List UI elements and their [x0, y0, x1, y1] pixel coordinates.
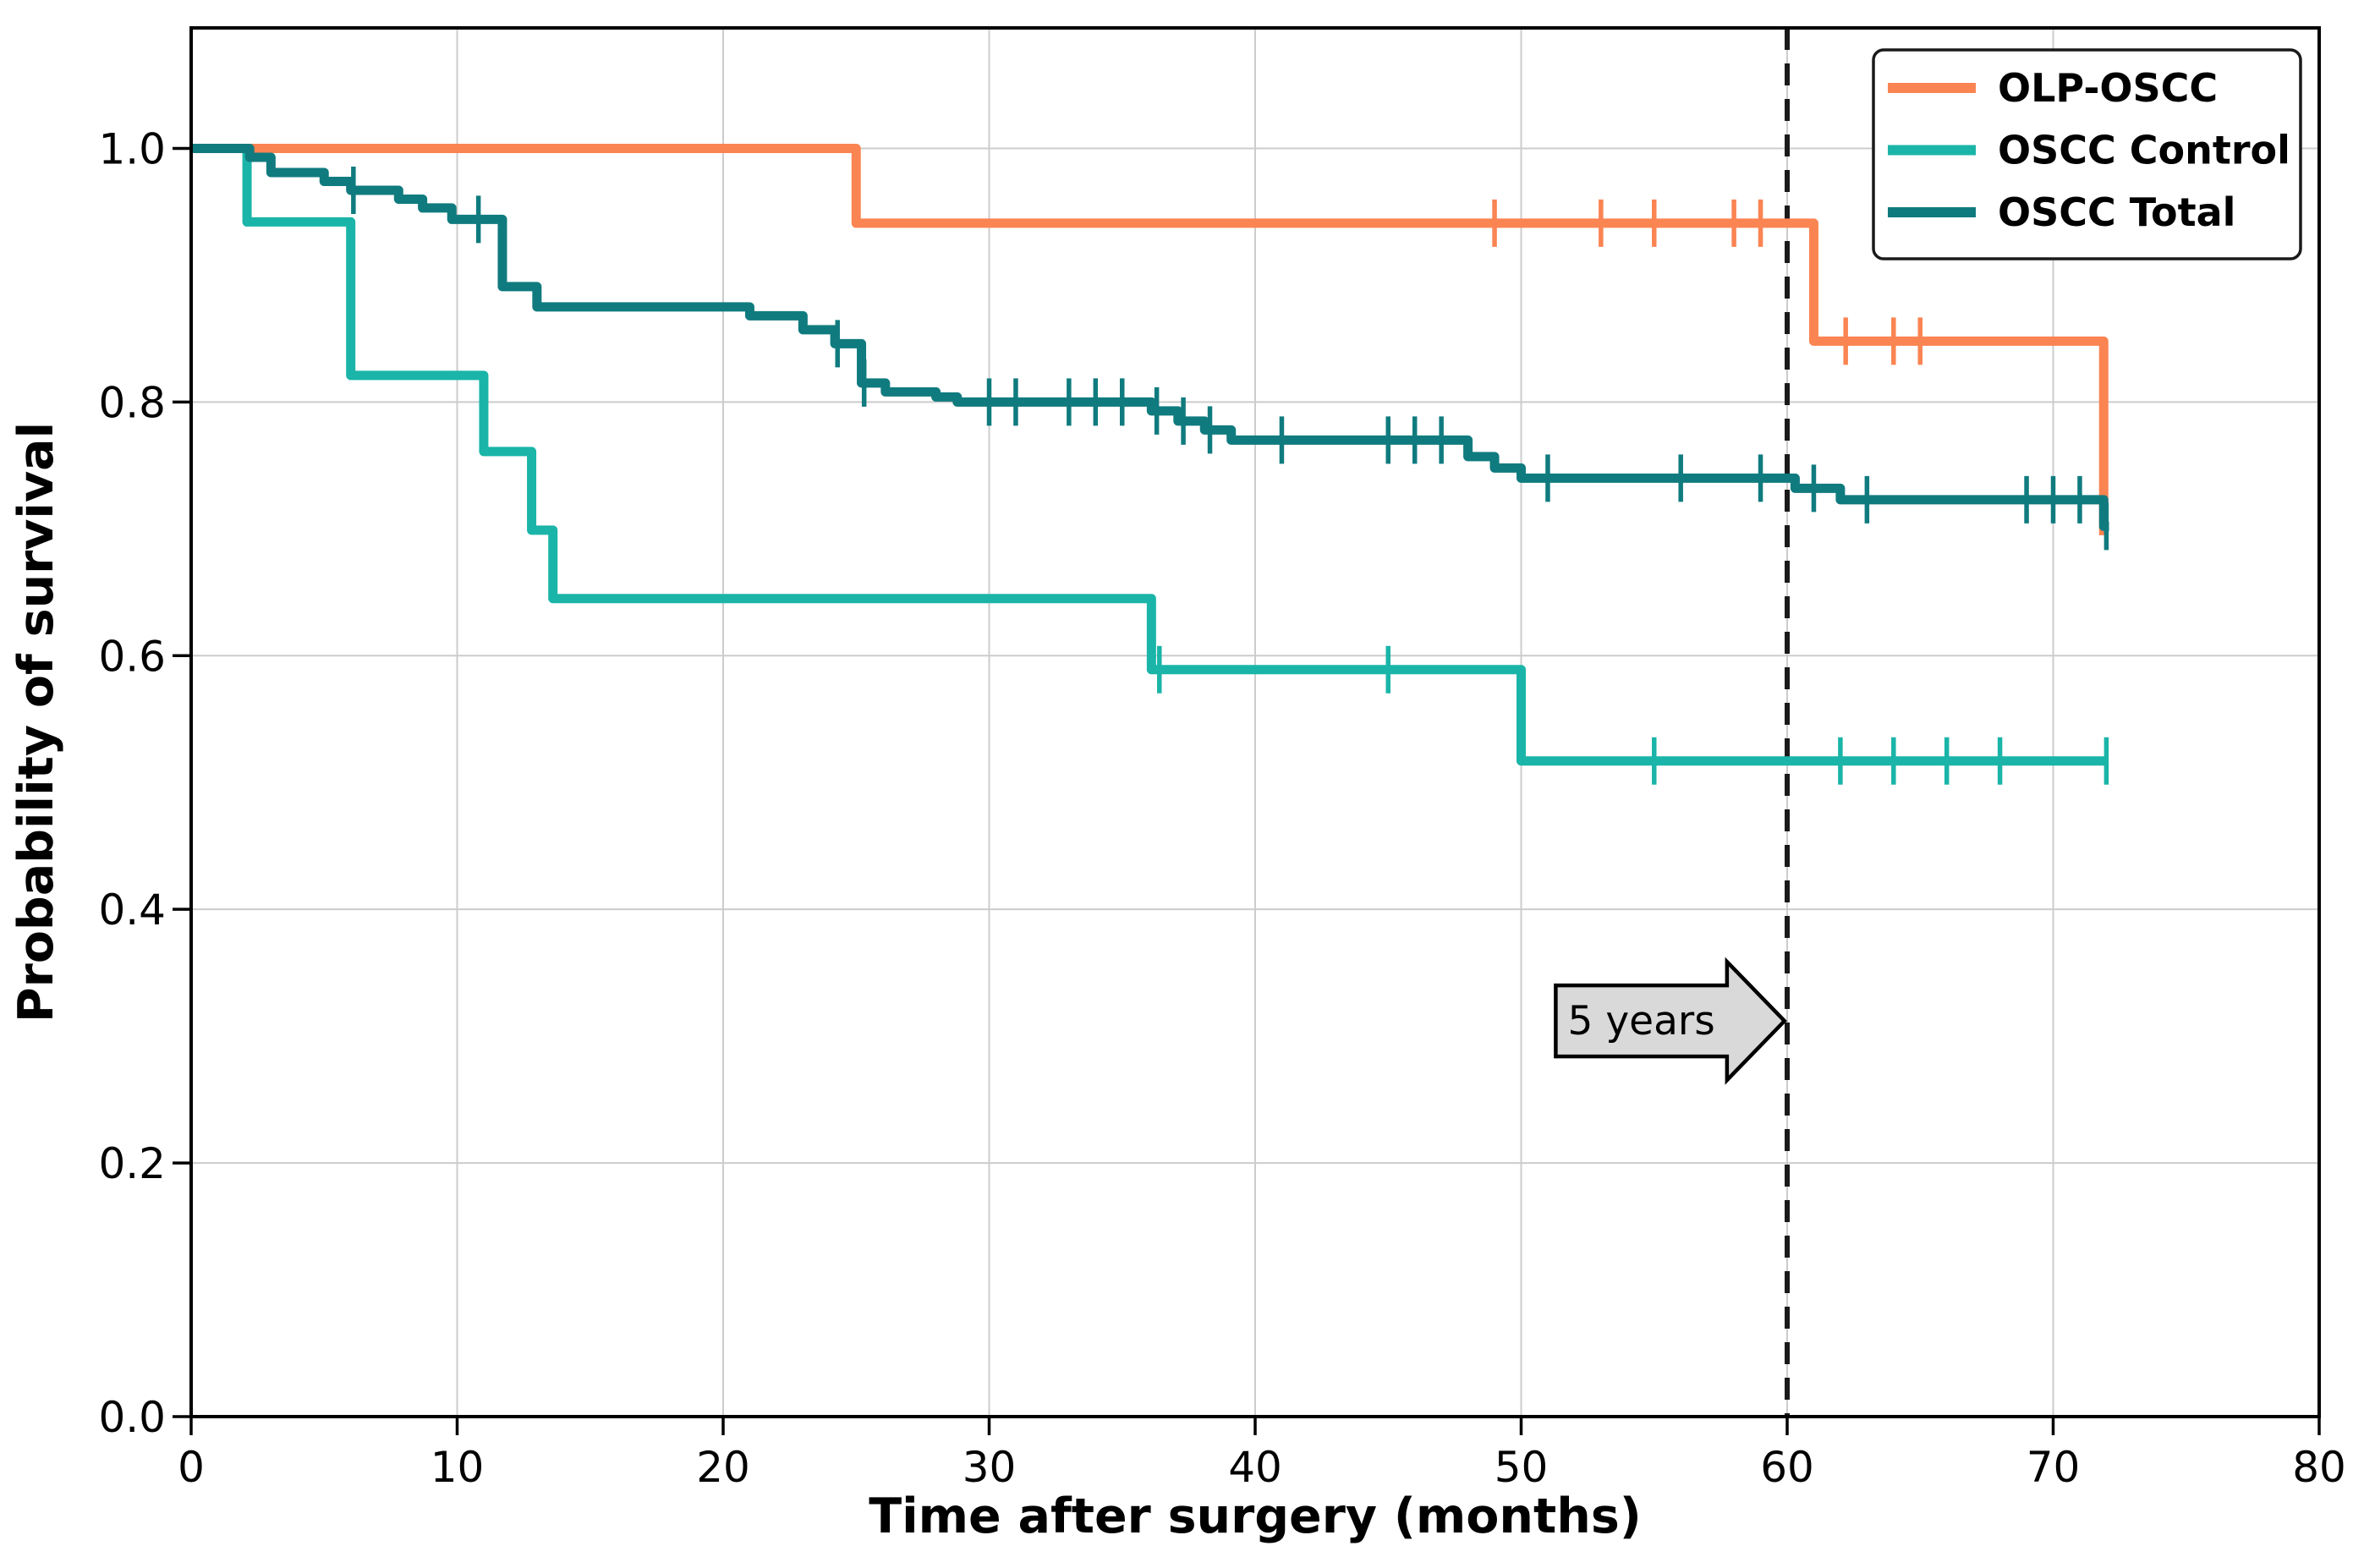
x-tick-label-0: 0 [178, 1443, 205, 1492]
x-axis-title: Time after surgery (months) [869, 1489, 1642, 1544]
legend-item-oscc-total: OSCC Total [1888, 189, 2235, 235]
legend-label: OLP-OSCC [1998, 65, 2218, 111]
legend-item-olp-oscc: OLP-OSCC [1888, 65, 2218, 111]
legend-box [1872, 48, 2302, 260]
curve-oscc-total [191, 143, 2109, 531]
x-tick-label-80: 80 [2292, 1443, 2346, 1492]
y-tick-labels: 0.0 0.2 0.4 0.6 0.8 1.0 [98, 124, 166, 1442]
x-tick-label-20: 20 [696, 1443, 750, 1492]
y-tick-label-0: 0.0 [98, 1393, 166, 1442]
legend-label: OSCC Control [1998, 128, 2290, 173]
curve-olp-oscc [191, 143, 2109, 535]
x-tick-label-60: 60 [1760, 1443, 1814, 1492]
legend-label: OSCC Total [1998, 189, 2235, 235]
survival-curves [191, 143, 2109, 785]
y-tick-label-0.6: 0.6 [98, 632, 166, 681]
axis-ticks [173, 146, 2321, 1435]
y-tick-label-1: 1.0 [98, 124, 166, 173]
five-years-label: 5 years [1568, 998, 1715, 1044]
x-tick-label-40: 40 [1228, 1443, 1282, 1492]
x-tick-label-50: 50 [1495, 1443, 1549, 1492]
arrow-right-icon [1554, 957, 1787, 1085]
y-tick-label-0.2: 0.2 [98, 1139, 166, 1188]
y-axis-title: Probability of survival [8, 422, 64, 1022]
curve-oscc-control [191, 143, 2107, 766]
x-tick-label-10: 10 [431, 1443, 485, 1492]
x-tick-label-30: 30 [963, 1443, 1017, 1492]
legend: OLP-OSCC OSCC Control OSCC Total [1872, 48, 2302, 260]
legend-item-oscc-control: OSCC Control [1888, 128, 2290, 173]
x-tick-label-70: 70 [2027, 1443, 2081, 1492]
five-years-annotation: 5 years [1554, 957, 1787, 1085]
y-tick-label-0.8: 0.8 [98, 378, 166, 427]
y-tick-label-0.4: 0.4 [98, 885, 166, 935]
x-tick-labels: 0 10 20 30 40 50 60 70 80 [178, 1443, 2346, 1492]
